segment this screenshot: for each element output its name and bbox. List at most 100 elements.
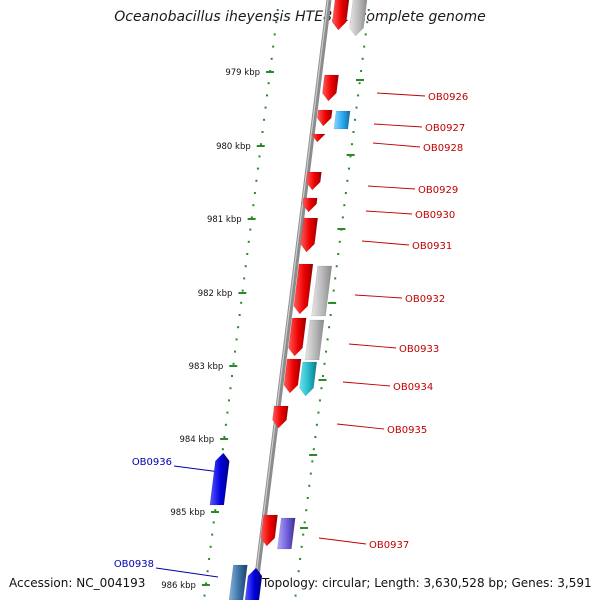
scale-dot bbox=[263, 118, 266, 121]
scale-dot bbox=[232, 362, 235, 365]
scale-dot bbox=[309, 472, 312, 475]
gene-arrow bbox=[331, 0, 350, 31]
scale-dot bbox=[272, 45, 275, 48]
scale-major-tick bbox=[238, 292, 247, 294]
gene-label: OB0936 bbox=[132, 457, 172, 468]
scale-dot bbox=[224, 423, 227, 426]
gene-label: OB0931 bbox=[412, 241, 452, 252]
scale-dot bbox=[252, 204, 255, 207]
topology-label: Topology: circular; Length: 3,630,528 bp… bbox=[262, 576, 592, 590]
gene-arrow bbox=[293, 263, 314, 315]
scale-dot bbox=[303, 521, 306, 524]
scale-dot bbox=[261, 131, 264, 133]
gene-leader-line bbox=[376, 92, 426, 97]
accession-label: Accession: NC_004193 bbox=[9, 576, 146, 590]
scale-label: 982 kbp bbox=[198, 289, 233, 299]
gene-arrow bbox=[310, 133, 326, 143]
scale-major-tick bbox=[266, 71, 274, 73]
gene-label: OB0938 bbox=[114, 559, 154, 570]
gene-arrow bbox=[277, 517, 296, 550]
scale-major-tick bbox=[300, 527, 308, 529]
scale-dot bbox=[350, 143, 353, 146]
scale-dot bbox=[338, 240, 341, 243]
scale-major-tick bbox=[229, 365, 238, 367]
scale-major-tick bbox=[220, 438, 229, 440]
gene-arrow bbox=[244, 567, 263, 600]
scale-dot bbox=[315, 423, 318, 426]
scale-dot bbox=[337, 253, 340, 255]
scale-dot bbox=[349, 155, 352, 158]
scale-label: 980 kbp bbox=[216, 142, 251, 152]
scale-dot bbox=[329, 314, 332, 316]
scale-dot bbox=[229, 387, 232, 390]
scale-dot bbox=[264, 106, 267, 109]
scale-dot bbox=[332, 289, 335, 292]
scale-dot bbox=[352, 131, 355, 133]
scale-dot bbox=[241, 289, 244, 292]
scale-dot bbox=[267, 82, 270, 85]
scale-dot bbox=[346, 179, 349, 182]
scale-dot bbox=[227, 399, 230, 402]
scale-major-tick bbox=[356, 79, 364, 81]
gene-arrow bbox=[305, 171, 322, 191]
gene-arrow bbox=[300, 217, 319, 253]
gene-arrow bbox=[316, 109, 333, 127]
scale-dot bbox=[312, 448, 315, 451]
scale-dot bbox=[259, 143, 262, 146]
gene-leader-line bbox=[336, 423, 385, 430]
gene-arrow bbox=[299, 361, 318, 397]
gene-label: OB0933 bbox=[399, 344, 439, 355]
scale-dot bbox=[246, 253, 249, 255]
scale-dot bbox=[247, 240, 250, 243]
gene-arrow bbox=[349, 0, 368, 37]
scale-major-tick bbox=[211, 511, 219, 513]
scale-dot bbox=[320, 387, 323, 390]
gene-label: OB0934 bbox=[393, 382, 433, 393]
scale-major-tick bbox=[247, 218, 256, 220]
scale-dot bbox=[322, 375, 324, 377]
scale-dot bbox=[208, 558, 211, 560]
scale-dot bbox=[237, 326, 240, 329]
gene-arrow bbox=[302, 197, 318, 213]
scale-dot bbox=[308, 484, 311, 487]
scale-label: 979 kbp bbox=[225, 68, 260, 78]
gene-label: OB0935 bbox=[387, 425, 427, 436]
scale-dot bbox=[275, 21, 278, 24]
scale-major-tick bbox=[337, 228, 346, 230]
gene-label: OB0927 bbox=[425, 123, 465, 134]
gene-leader-line bbox=[348, 343, 397, 349]
scale-major-tick bbox=[328, 302, 337, 304]
scale-dot bbox=[299, 558, 302, 560]
gene-arrow bbox=[311, 265, 333, 317]
scale-dot bbox=[335, 265, 338, 268]
scale-dot bbox=[243, 277, 246, 280]
scale-major-tick bbox=[346, 154, 355, 156]
scale-dot bbox=[249, 228, 252, 231]
scale-label: 986 kbp bbox=[161, 581, 196, 591]
scale-dot bbox=[367, 9, 370, 11]
gene-arrow bbox=[288, 317, 307, 357]
scale-label: 983 kbp bbox=[189, 362, 224, 372]
genome-backbone-highlight bbox=[252, 0, 329, 600]
gene-arrow bbox=[333, 110, 351, 130]
scale-dot bbox=[354, 118, 357, 121]
gene-leader-line bbox=[365, 210, 413, 215]
scale-dot bbox=[325, 350, 328, 353]
gene-arrow bbox=[209, 452, 230, 506]
gene-leader-line bbox=[354, 294, 403, 299]
gene-leader-line bbox=[373, 123, 423, 128]
scale-dot bbox=[326, 338, 329, 341]
scale-dot bbox=[366, 21, 369, 24]
scale-dot bbox=[240, 301, 243, 304]
scale-dot bbox=[300, 545, 303, 548]
scale-dot bbox=[323, 362, 326, 365]
scale-dot bbox=[297, 570, 300, 573]
scale-dot bbox=[361, 57, 364, 60]
scale-dot bbox=[256, 167, 259, 170]
scale-dot bbox=[276, 9, 279, 11]
scale-dot bbox=[250, 216, 253, 219]
scale-dot bbox=[270, 57, 273, 60]
gene-leader-line bbox=[342, 381, 391, 387]
scale-major-tick bbox=[309, 454, 318, 456]
gene-leader-lines bbox=[155, 92, 426, 578]
